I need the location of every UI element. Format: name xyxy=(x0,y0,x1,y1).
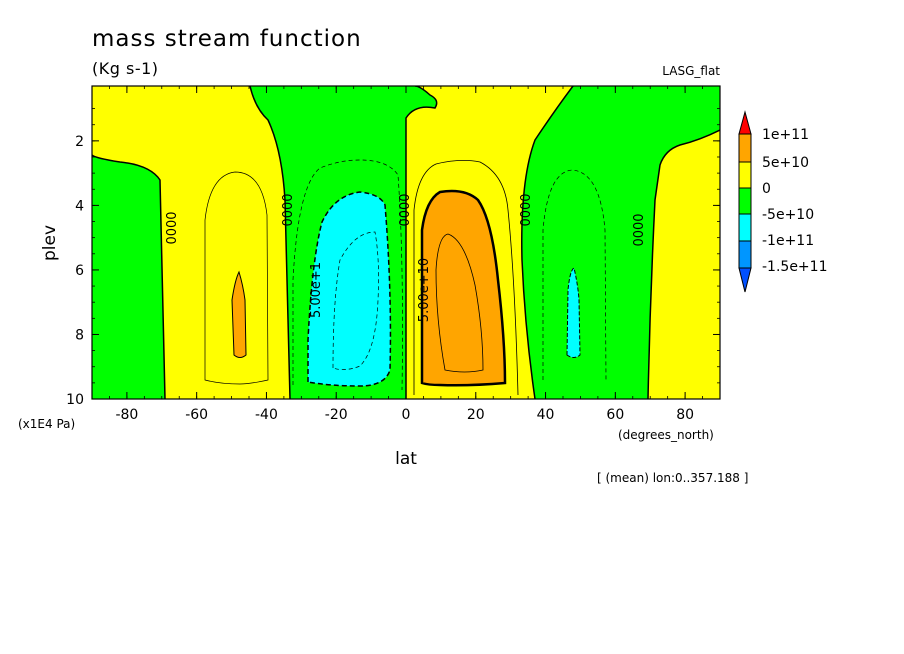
colorbar: 1e+11 5e+10 0 -5e+10 -1e+11 -1.5e+11 xyxy=(738,110,827,293)
colorbar-top-arrow xyxy=(738,110,752,135)
colorbar-swatch-orange xyxy=(738,133,752,163)
x-tick-label: 40 xyxy=(537,407,555,423)
contour-label-zero-5: 0000 xyxy=(632,213,647,246)
contour-label-group: 0000 0000 0000 0000 0000 5.00e+1 5.00e+1… xyxy=(165,193,647,322)
contour-zero-s-hadley-left xyxy=(249,86,291,399)
contour-s-hadley-inner xyxy=(332,231,379,370)
y-tick-label: 6 xyxy=(75,263,84,279)
colorbar-label-3: 0 xyxy=(762,181,771,197)
x-tick-label: 0 xyxy=(402,407,411,423)
fill-s-ferrel-max xyxy=(231,270,247,358)
dataset-label: LASG_flat xyxy=(662,64,720,78)
x-axis-ticks: -80 -60 -40 -20 0 20 40 60 80 xyxy=(115,86,694,423)
contour-zero-ne xyxy=(647,129,720,399)
colorbar-swatch-green xyxy=(738,187,752,215)
fill-negative-sw-corner xyxy=(92,86,165,399)
colorbar-swatch-yellow xyxy=(738,161,752,189)
x-tick-label: -40 xyxy=(255,407,278,423)
contour-n-hadley-outer xyxy=(413,160,519,396)
contour-zero-sw xyxy=(92,154,166,399)
footer-note: [ (mean) lon:0..357.188 ] xyxy=(597,471,748,485)
y-axis-label: plev xyxy=(40,225,60,261)
contour-zero-n-hadley-right xyxy=(521,86,574,399)
contour-label-zero-1: 0000 xyxy=(165,211,180,244)
chart-title: mass stream function xyxy=(92,26,362,52)
y-tick-label: 8 xyxy=(75,327,84,343)
contour-label-zero-4: 0000 xyxy=(519,193,534,226)
x-tick-label: 80 xyxy=(676,407,694,423)
colorbar-bottom-arrow xyxy=(738,267,752,293)
colorbar-label-2: 5e+10 xyxy=(762,155,809,171)
fill-n-ferrel-min xyxy=(566,267,581,358)
colorbar-label-4: -5e+10 xyxy=(762,207,814,223)
contour-label-s-hadley: 5.00e+1 xyxy=(309,262,324,318)
y-axis-units: (x1E4 Pa) xyxy=(18,417,75,431)
chart-units: (Kg s-1) xyxy=(92,59,159,78)
colorbar-swatch-cyan xyxy=(738,213,752,242)
y-tick-label: 2 xyxy=(75,134,84,150)
contour-zero-equator xyxy=(405,86,438,399)
contour-s-ferrel-outer xyxy=(204,171,269,385)
contour-n-hadley-inner xyxy=(435,233,484,373)
colorbar-label-5: -1e+11 xyxy=(762,233,814,249)
contour-label-zero-2: 0000 xyxy=(281,193,296,226)
y-tick-label: 4 xyxy=(75,198,84,214)
x-axis-units: (degrees_north) xyxy=(618,428,714,442)
x-axis-label: lat xyxy=(395,449,417,469)
minor-ticks xyxy=(91,86,721,400)
contour-s-hadley-outer xyxy=(292,159,403,391)
x-tick-label: -60 xyxy=(185,407,208,423)
contour-label-n-hadley: 5.00e+10 xyxy=(417,258,432,322)
contour-field: 0000 0000 0000 0000 0000 5.00e+1 5.00e+1… xyxy=(92,86,720,399)
fill-n-hadley-core xyxy=(420,189,507,387)
colorbar-label-6: -1.5e+11 xyxy=(762,259,827,275)
y-tick-label: 10 xyxy=(66,392,84,408)
x-tick-label: 20 xyxy=(467,407,485,423)
contour-label-zero-3: 0000 xyxy=(398,193,413,226)
fill-s-hadley-core xyxy=(307,191,392,387)
colorbar-label-1: 1e+11 xyxy=(762,127,809,143)
x-tick-label: 60 xyxy=(606,407,624,423)
colorbar-swatch-blue xyxy=(738,240,752,269)
x-tick-label: -80 xyxy=(115,407,138,423)
x-tick-label: -20 xyxy=(325,407,348,423)
